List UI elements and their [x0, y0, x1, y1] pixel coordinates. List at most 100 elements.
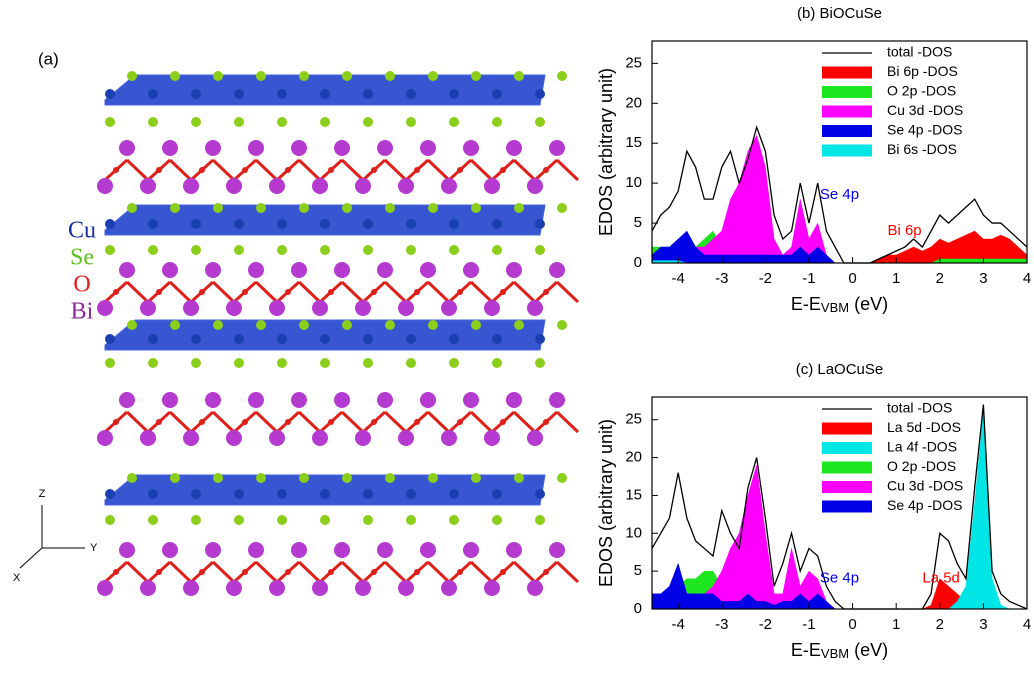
y-tick-label: 5: [634, 562, 642, 579]
x-tick-label: 3: [979, 616, 987, 633]
bond: [340, 158, 365, 182]
se-atom: [105, 358, 115, 368]
cu-atom: [320, 219, 330, 229]
cu-atom: [406, 219, 416, 229]
bi-atom: [119, 140, 135, 156]
bond: [426, 158, 451, 182]
se-atom: [277, 358, 287, 368]
cu-atom: [105, 334, 115, 344]
cu-atom: [105, 219, 115, 229]
se-atom: [213, 473, 223, 483]
dos-line: [651, 404, 1028, 610]
bi-atom: [463, 542, 479, 558]
bi-atom: [527, 430, 543, 446]
crystal-structure: [97, 71, 580, 596]
bond: [555, 158, 580, 182]
bi-atom: [97, 178, 113, 194]
cu-atom: [105, 489, 115, 499]
se-atom: [148, 515, 158, 525]
bi-atom: [398, 300, 414, 316]
legend-label: total -DOS: [887, 44, 952, 60]
bi-atom: [226, 300, 242, 316]
bi-atom: [97, 430, 113, 446]
x-tick-label: 2: [936, 616, 944, 633]
bond: [426, 280, 451, 304]
o-atom: [242, 289, 248, 295]
bond: [469, 560, 494, 584]
se-atom: [320, 515, 330, 525]
bi-atom: [183, 580, 199, 596]
x-tick-label: -3: [715, 270, 728, 287]
se-atom: [449, 358, 459, 368]
cu-atom: [234, 334, 244, 344]
se-atom: [213, 203, 223, 213]
o-atom: [156, 569, 162, 575]
o-atom: [543, 419, 549, 425]
legend-label: La 4f -DOS: [887, 439, 957, 455]
bi-atom: [312, 430, 328, 446]
o-atom: [285, 569, 291, 575]
cu-atom: [148, 219, 158, 229]
x-label-part: VBM: [821, 300, 849, 315]
bi-atom: [183, 300, 199, 316]
se-atom: [385, 473, 395, 483]
bi-atom: [269, 430, 285, 446]
o-atom: [414, 419, 420, 425]
se-atom: [127, 473, 137, 483]
bi-atom: [398, 178, 414, 194]
legend-label: Se 4p -DOS: [887, 122, 962, 138]
x-tick-label: 0: [848, 270, 856, 287]
x-label-part: VBM: [821, 646, 849, 661]
se-atom: [492, 515, 502, 525]
bond: [512, 280, 537, 304]
bi-atom: [420, 262, 436, 278]
cu-atom: [492, 334, 502, 344]
se-atom: [170, 71, 180, 81]
atom-label: Se: [70, 245, 94, 271]
se-atom: [320, 358, 330, 368]
bi-atom: [140, 430, 156, 446]
se-atom: [105, 515, 115, 525]
atom-label: Bi: [71, 299, 94, 325]
cu-atom: [363, 489, 373, 499]
se-atom: [127, 203, 137, 213]
bond: [340, 560, 365, 584]
o-atom: [328, 167, 334, 173]
se-atom: [514, 203, 524, 213]
se-atom: [256, 71, 266, 81]
x-axis-label: E-EVBM (eV): [791, 640, 888, 662]
bi-atom: [291, 262, 307, 278]
legend-label: Se 4p -DOS: [887, 497, 962, 513]
bi-atom: [183, 178, 199, 194]
bi-atom: [269, 178, 285, 194]
se-atom: [191, 358, 201, 368]
cu-atom: [535, 219, 545, 229]
se-atom: [299, 71, 309, 81]
se-atom: [449, 117, 459, 127]
axis-letter: Y: [90, 542, 98, 554]
se-atom: [213, 71, 223, 81]
se-atom: [385, 71, 395, 81]
x-tick-label: -1: [802, 616, 815, 633]
bond: [512, 560, 537, 584]
se-atom: [342, 203, 352, 213]
se-atom: [428, 71, 438, 81]
se-atom: [363, 515, 373, 525]
bi-atom: [312, 300, 328, 316]
o-atom: [328, 569, 334, 575]
bi-atom: [140, 580, 156, 596]
cu-atom: [449, 489, 459, 499]
se-atom: [535, 358, 545, 368]
o-atom: [285, 167, 291, 173]
bi-atom: [527, 178, 543, 194]
bond: [555, 560, 580, 584]
bi-atom: [420, 392, 436, 408]
cu-atom: [320, 334, 330, 344]
bi-atom: [226, 178, 242, 194]
bi-atom: [506, 392, 522, 408]
bi-atom: [463, 262, 479, 278]
bi-atom: [398, 430, 414, 446]
legend-swatch: [822, 86, 872, 98]
y-tick-label: 10: [625, 174, 642, 191]
